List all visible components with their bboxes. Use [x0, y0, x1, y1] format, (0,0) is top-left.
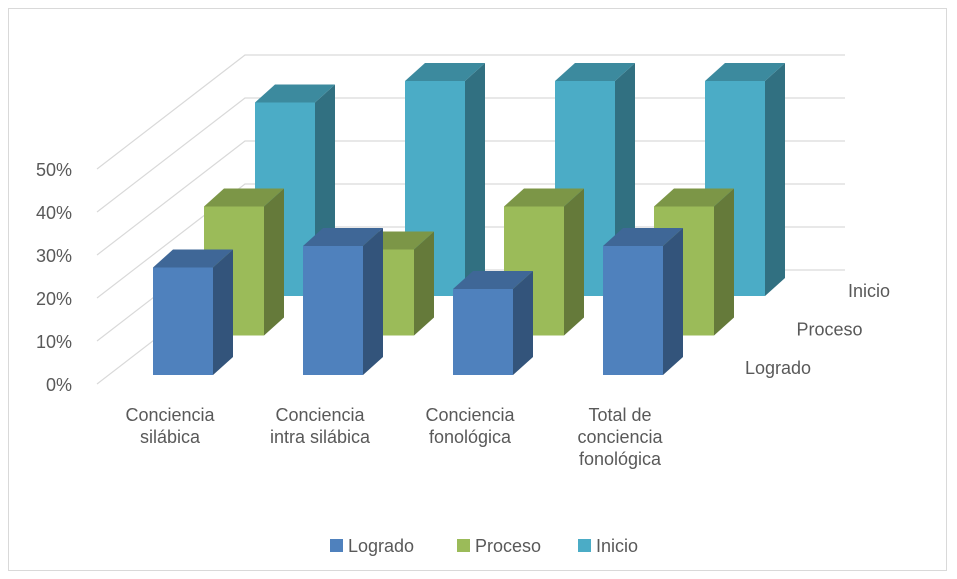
bar-top: [204, 188, 284, 207]
y-tick-label: 40%: [36, 203, 72, 223]
legend-label: Inicio: [596, 536, 638, 556]
y-tick-label: 50%: [36, 160, 72, 180]
bar: [603, 246, 663, 375]
bar-top: [603, 228, 683, 246]
legend-swatch: [330, 539, 343, 552]
series-depth-label: Proceso: [797, 319, 863, 339]
bar-top: [303, 228, 383, 246]
bar-top: [255, 84, 335, 103]
bar-side: [564, 188, 584, 336]
x-tick-label: Conciencia silábica: [125, 405, 215, 447]
y-tick-label: 10%: [36, 332, 72, 352]
grid-line: [96, 54, 845, 170]
bar-side: [213, 249, 233, 375]
bar-side: [414, 231, 434, 336]
grid-line: [96, 183, 845, 299]
chart-border: [8, 8, 947, 571]
x-tick-label: Conciencia fonológica: [425, 405, 515, 447]
bar-top: [504, 188, 584, 207]
grid-line: [96, 140, 845, 256]
bar: [153, 267, 213, 375]
legend-label: Logrado: [348, 536, 414, 556]
bar-top: [405, 63, 485, 81]
y-tick-label: 0%: [46, 375, 72, 395]
bar-side: [363, 228, 383, 375]
bar-top: [453, 271, 533, 289]
bar-top: [705, 63, 785, 81]
bar-top: [555, 63, 635, 81]
x-tick-label: Conciencia intra silábica: [269, 405, 371, 447]
series-depth-label: Inicio: [848, 281, 890, 301]
legend-swatch: [578, 539, 591, 552]
series-depth-label: Logrado: [745, 358, 811, 378]
bar: [453, 289, 513, 375]
bar: [303, 246, 363, 375]
bar-side: [264, 188, 284, 336]
bar-top: [654, 188, 734, 207]
grid-line: [96, 97, 845, 213]
y-tick-label: 20%: [36, 289, 72, 309]
bar-side: [513, 271, 533, 375]
legend-swatch: [457, 539, 470, 552]
y-tick-label: 30%: [36, 246, 72, 266]
x-tick-label: Total de conciencia fonológica: [577, 405, 663, 469]
bar-side: [663, 228, 683, 375]
bar-side: [465, 63, 485, 296]
bar-side: [765, 63, 785, 296]
bar-top: [153, 249, 233, 268]
bar-side: [714, 188, 734, 336]
legend-label: Proceso: [475, 536, 541, 556]
